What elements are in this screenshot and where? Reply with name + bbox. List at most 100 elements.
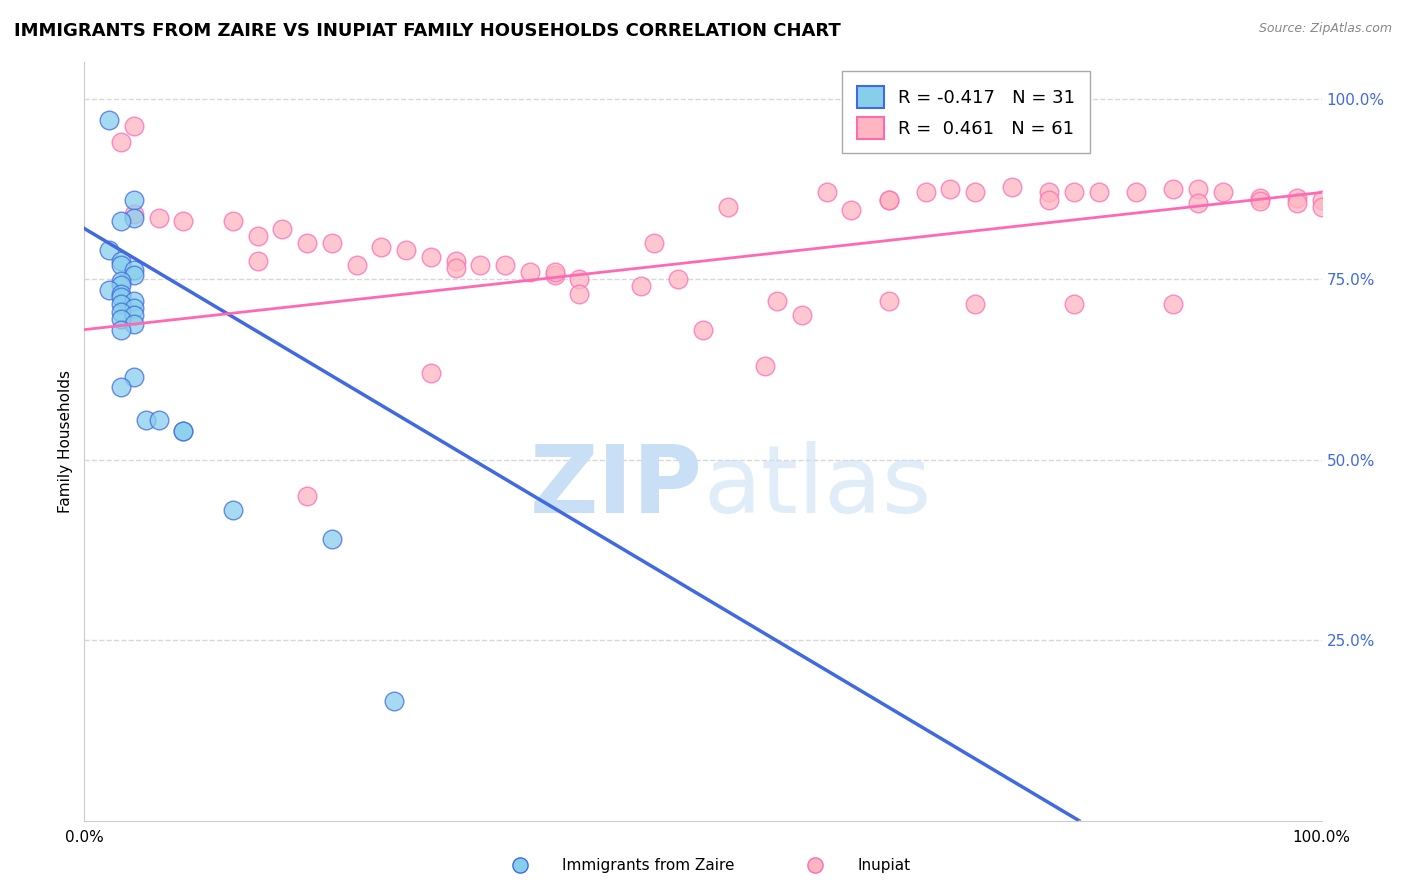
- Point: [470, 258, 492, 272]
- Point: [110, 323, 132, 337]
- Point: [1161, 182, 1184, 196]
- Point: [395, 243, 418, 257]
- Point: [914, 186, 936, 200]
- Point: [172, 424, 194, 438]
- Point: [1038, 186, 1060, 200]
- Point: [98, 243, 121, 257]
- Point: [148, 211, 170, 225]
- Point: [1310, 193, 1333, 207]
- Point: [692, 323, 714, 337]
- Point: [543, 265, 565, 279]
- Point: [98, 113, 121, 128]
- Point: [815, 186, 838, 200]
- Point: [804, 858, 827, 872]
- Point: [110, 304, 132, 318]
- Point: [110, 258, 132, 272]
- Point: [717, 200, 740, 214]
- Point: [754, 359, 776, 373]
- Legend: R = -0.417   N = 31, R =  0.461   N = 61: R = -0.417 N = 31, R = 0.461 N = 61: [842, 71, 1090, 153]
- Point: [246, 254, 269, 268]
- Point: [1088, 186, 1111, 200]
- Point: [321, 235, 343, 250]
- Point: [1038, 193, 1060, 207]
- Point: [295, 235, 318, 250]
- Point: [122, 211, 145, 225]
- Point: [1063, 186, 1085, 200]
- Point: [122, 119, 145, 133]
- Point: [877, 193, 900, 207]
- Point: [110, 297, 132, 311]
- Point: [148, 413, 170, 427]
- Point: [965, 186, 987, 200]
- Point: [172, 214, 194, 228]
- Point: [172, 424, 194, 438]
- Point: [1212, 186, 1234, 200]
- Point: [790, 308, 813, 322]
- Point: [1063, 297, 1085, 311]
- Point: [509, 858, 531, 872]
- Point: [246, 228, 269, 243]
- Point: [1310, 200, 1333, 214]
- Text: IMMIGRANTS FROM ZAIRE VS INUPIAT FAMILY HOUSEHOLDS CORRELATION CHART: IMMIGRANTS FROM ZAIRE VS INUPIAT FAMILY …: [14, 22, 841, 40]
- Point: [568, 286, 591, 301]
- Point: [370, 239, 392, 253]
- Point: [122, 263, 145, 277]
- Point: [295, 489, 318, 503]
- Point: [877, 193, 900, 207]
- Point: [110, 380, 132, 394]
- Point: [122, 308, 145, 322]
- Point: [444, 254, 467, 268]
- Point: [1125, 186, 1147, 200]
- Point: [98, 283, 121, 297]
- Point: [630, 279, 652, 293]
- Point: [122, 293, 145, 308]
- Point: [965, 297, 987, 311]
- Point: [643, 235, 665, 250]
- Text: Source: ZipAtlas.com: Source: ZipAtlas.com: [1258, 22, 1392, 36]
- Y-axis label: Family Households: Family Households: [58, 370, 73, 513]
- Point: [1001, 179, 1024, 194]
- Point: [122, 207, 145, 221]
- Point: [939, 182, 962, 196]
- Point: [841, 203, 863, 218]
- Text: atlas: atlas: [703, 441, 931, 533]
- Point: [222, 503, 245, 517]
- Point: [543, 268, 565, 283]
- Point: [419, 251, 441, 265]
- Point: [1187, 182, 1209, 196]
- Point: [122, 369, 145, 384]
- Point: [110, 135, 132, 149]
- Text: ZIP: ZIP: [530, 441, 703, 533]
- Point: [271, 221, 294, 235]
- Point: [877, 293, 900, 308]
- Point: [1187, 196, 1209, 211]
- Point: [110, 290, 132, 304]
- Point: [110, 214, 132, 228]
- Point: [444, 261, 467, 276]
- Point: [110, 311, 132, 326]
- Point: [1249, 191, 1271, 205]
- Point: [382, 694, 405, 708]
- Point: [222, 214, 245, 228]
- Point: [666, 272, 689, 286]
- Point: [346, 258, 368, 272]
- Text: Inupiat: Inupiat: [858, 858, 911, 872]
- Point: [568, 272, 591, 286]
- Point: [766, 293, 789, 308]
- Point: [1249, 194, 1271, 208]
- Point: [122, 193, 145, 207]
- Point: [122, 317, 145, 331]
- Point: [110, 286, 132, 301]
- Point: [494, 258, 516, 272]
- Point: [419, 366, 441, 380]
- Point: [519, 265, 541, 279]
- Point: [122, 268, 145, 283]
- Point: [1285, 191, 1308, 205]
- Point: [122, 301, 145, 315]
- Text: Immigrants from Zaire: Immigrants from Zaire: [562, 858, 735, 872]
- Point: [110, 277, 132, 292]
- Point: [135, 413, 157, 427]
- Point: [110, 273, 132, 287]
- Point: [110, 254, 132, 268]
- Point: [321, 532, 343, 546]
